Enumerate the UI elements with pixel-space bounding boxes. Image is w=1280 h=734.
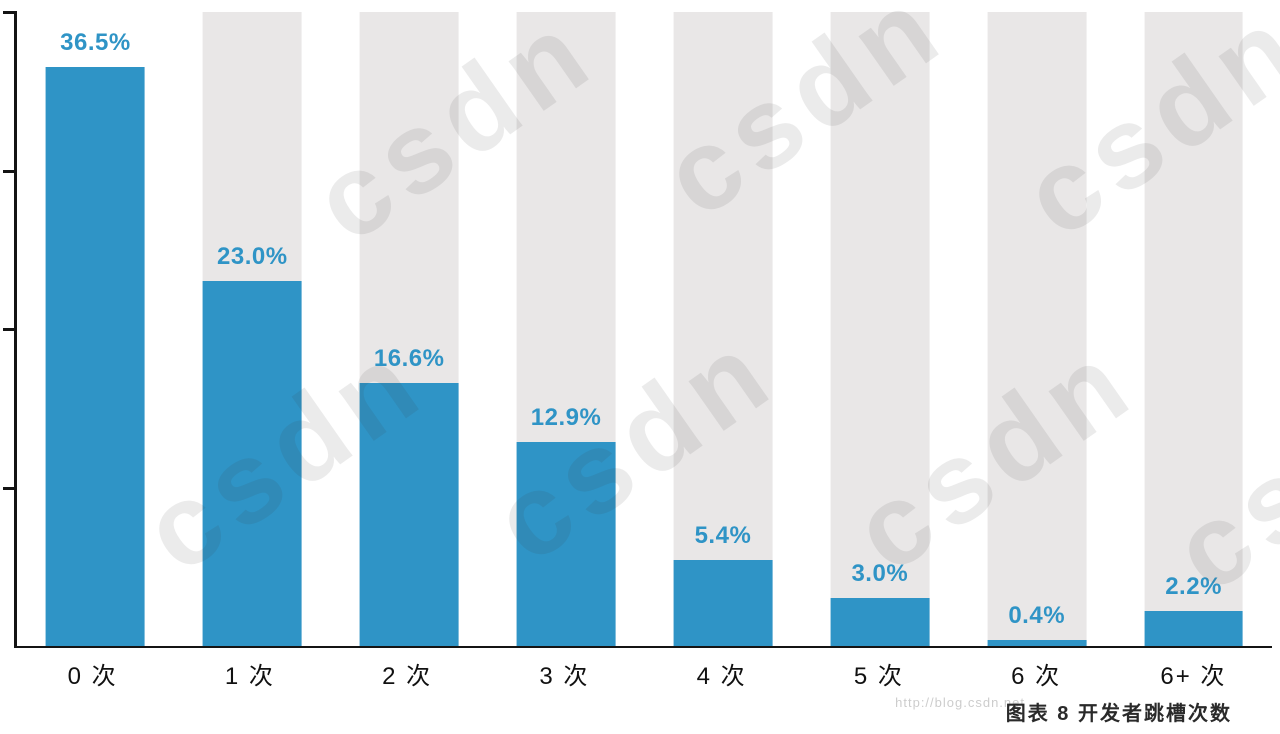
bar-fill (359, 382, 459, 646)
value-label: 2.2% (1165, 573, 1222, 601)
bar-track (673, 12, 773, 646)
bar-fill (673, 560, 773, 646)
y-axis-tick (3, 328, 17, 331)
chart-caption: 图表 8 开发者跳槽次数 (1005, 703, 1232, 725)
category-label: 5 次 (853, 663, 904, 690)
value-label: 36.5% (60, 29, 131, 57)
category-label: 2 次 (382, 663, 433, 690)
bar-column: 3.0% (801, 12, 958, 646)
bar-column: 2.2% (1115, 12, 1272, 646)
y-axis-tick (3, 486, 17, 490)
watermark-url-text: http://blog.csdn.net (895, 695, 1025, 710)
value-label: 0.4% (1008, 601, 1066, 629)
value-label: 5.4% (694, 522, 752, 550)
bar-column: 12.9% (488, 12, 645, 646)
bar-column: 23.0% (174, 12, 331, 646)
category-label: 1 次 (224, 663, 275, 690)
bar-track (830, 12, 930, 646)
value-label: 12.9% (530, 403, 602, 431)
bar-fill (987, 639, 1087, 646)
bar-column: 5.4% (645, 12, 802, 646)
bar-track (987, 12, 1087, 646)
category-label: 3 次 (539, 663, 590, 690)
value-label: 16.6% (373, 344, 445, 372)
category-label: 4 次 (696, 663, 747, 690)
bar-column: 0.4% (958, 12, 1115, 646)
y-axis-tick (3, 11, 17, 14)
plot-area: 36.5% 23.0% 16.6% 12.9% 5.4% 3.0% 0.4% 2.2% (3, 11, 1272, 648)
category-label: 6+ 次 (1160, 663, 1227, 690)
category-axis: 0 次 1 次 2 次 3 次 4 次 5 次 6 次 6+ 次 (14, 656, 1272, 692)
category-label: 0 次 (67, 663, 118, 690)
bar-fill (516, 441, 616, 646)
bar-fill (1144, 611, 1243, 646)
value-label: 23.0% (217, 243, 288, 271)
bar-fill (202, 281, 302, 646)
bar-fill (46, 67, 145, 646)
bar-column: 36.5% (17, 12, 174, 646)
bar-column: 16.6% (331, 12, 488, 646)
y-axis-tick (3, 169, 17, 173)
category-label: 6 次 (1011, 663, 1062, 690)
bar-fill (830, 598, 930, 646)
bar-track (1144, 12, 1243, 646)
value-label: 3.0% (851, 560, 909, 588)
